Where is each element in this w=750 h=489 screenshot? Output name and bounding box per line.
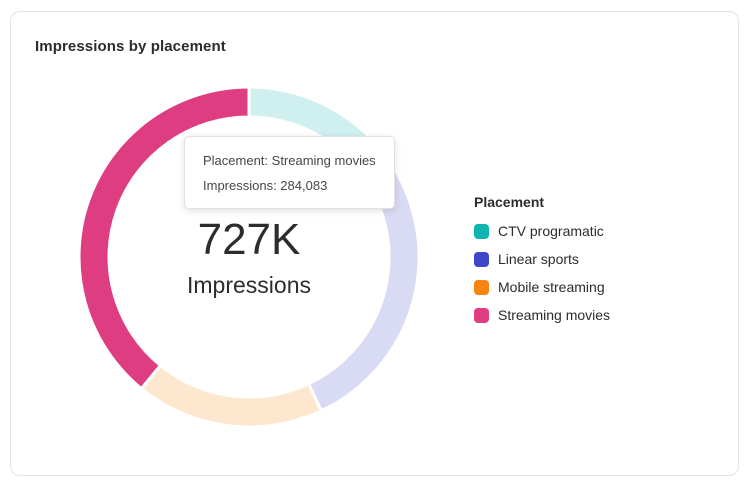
impressions-card: Impressions by placement 727K Impression…: [10, 11, 739, 476]
legend-item-ctv-programatic[interactable]: CTV programatic: [474, 223, 610, 239]
legend-swatch-icon: [474, 251, 489, 267]
donut-segment-streaming-movies[interactable]: [77, 85, 251, 391]
legend-item-streaming-movies[interactable]: Streaming movies: [474, 307, 610, 323]
tooltip-impressions-line: Impressions: 284,083: [203, 178, 328, 193]
legend-item-label: Linear sports: [498, 251, 579, 267]
legend-item-label: Streaming movies: [498, 307, 611, 323]
legend-swatch-icon: [474, 279, 489, 295]
chart-legend: Placement CTV programatic Linear sports Mo…: [474, 194, 610, 335]
legend-item-mobile-streaming[interactable]: Mobile streaming: [474, 279, 610, 295]
chart-tooltip: Placement: Streaming movies Impressions:…: [184, 136, 395, 209]
legend-items: CTV programatic Linear sports Mobile strea…: [474, 223, 610, 323]
legend-item-label: CTV programatic: [498, 223, 604, 239]
legend-item-linear-sports[interactable]: Linear sports: [474, 251, 610, 267]
donut-segment-mobile-streaming[interactable]: [139, 363, 323, 429]
legend-swatch-icon: [474, 223, 489, 239]
tooltip-placement-line: Placement: Streaming movies: [203, 153, 376, 168]
card-title: Impressions by placement: [35, 38, 226, 55]
legend-swatch-icon: [474, 307, 489, 323]
legend-item-label: Mobile streaming: [498, 279, 605, 295]
legend-title: Placement: [474, 194, 545, 210]
